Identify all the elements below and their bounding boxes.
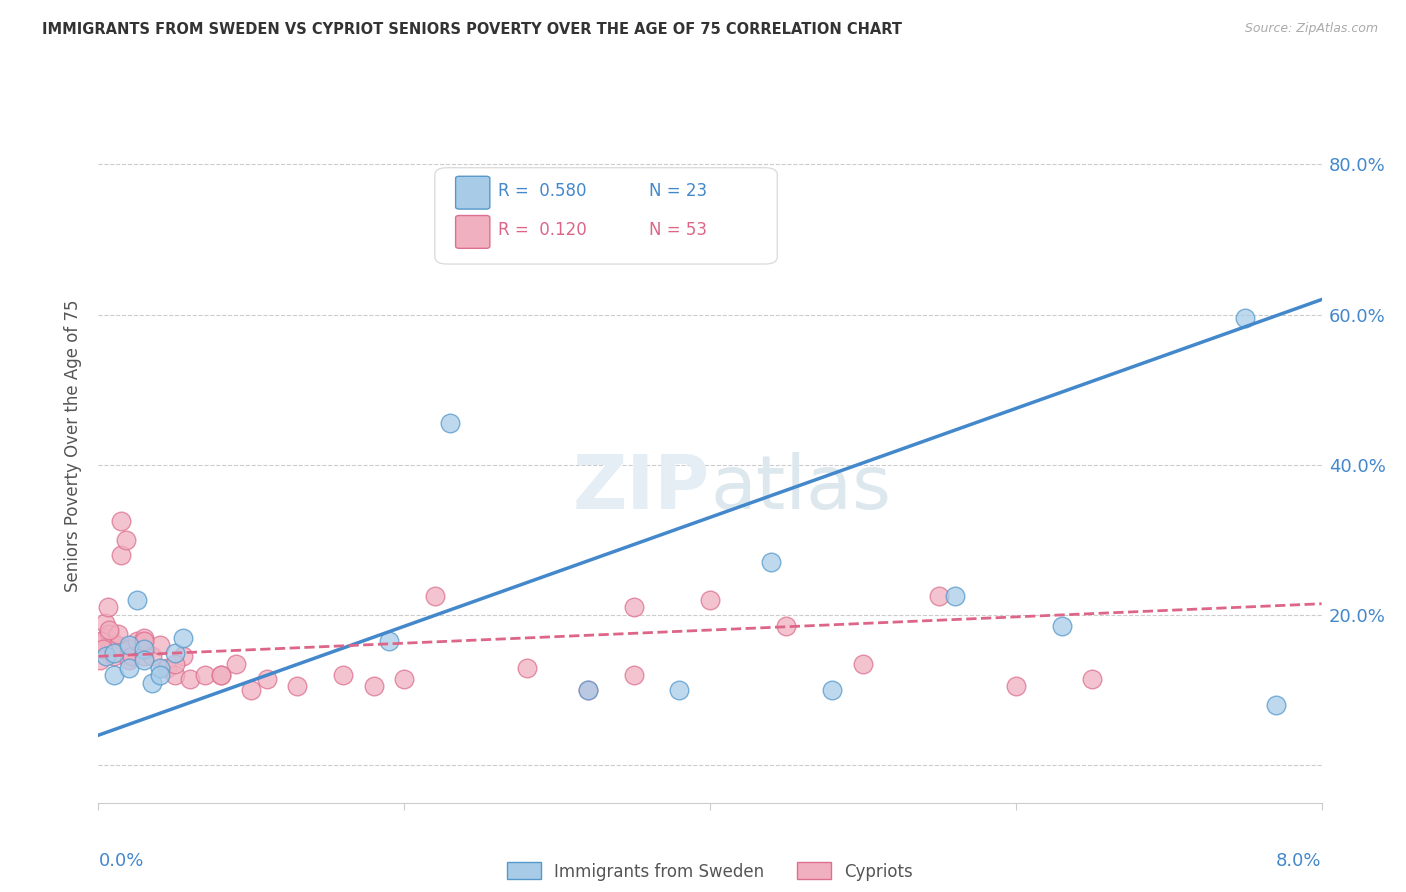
Point	[107, 627, 129, 641]
Point	[1081, 672, 1104, 686]
FancyBboxPatch shape	[434, 168, 778, 264]
Point	[392, 672, 416, 686]
Point	[285, 679, 308, 693]
Point	[163, 657, 186, 671]
Point	[134, 631, 156, 645]
Point	[623, 600, 645, 615]
Y-axis label: Seniors Poverty Over the Age of 75: Seniors Poverty Over the Age of 75	[63, 300, 82, 592]
Point	[90, 634, 112, 648]
Point	[576, 683, 599, 698]
Point	[91, 634, 114, 648]
Point	[141, 675, 163, 690]
Point	[516, 660, 538, 674]
Point	[378, 634, 401, 648]
Point	[103, 649, 125, 664]
Text: IMMIGRANTS FROM SWEDEN VS CYPRIOT SENIORS POVERTY OVER THE AGE OF 75 CORRELATION: IMMIGRANTS FROM SWEDEN VS CYPRIOT SENIOR…	[42, 22, 903, 37]
Point	[576, 683, 599, 698]
FancyBboxPatch shape	[456, 177, 489, 209]
Point	[118, 641, 141, 656]
Point	[852, 657, 875, 671]
Point	[110, 514, 132, 528]
Text: R =  0.580: R = 0.580	[498, 182, 586, 200]
Text: N = 53: N = 53	[648, 221, 707, 239]
Point	[115, 533, 138, 547]
Point	[163, 646, 186, 660]
Point	[156, 660, 179, 674]
Point	[103, 638, 125, 652]
Point	[103, 668, 125, 682]
Text: Source: ZipAtlas.com: Source: ZipAtlas.com	[1244, 22, 1378, 36]
Point	[98, 627, 121, 641]
Point	[118, 660, 141, 674]
Point	[149, 638, 172, 652]
Point	[172, 649, 194, 664]
Point	[103, 646, 125, 660]
Text: atlas: atlas	[710, 452, 891, 525]
Point	[1004, 679, 1026, 693]
Point	[821, 683, 844, 698]
Point	[141, 649, 163, 664]
Point	[134, 653, 156, 667]
Point	[163, 668, 186, 682]
Text: N = 23: N = 23	[648, 182, 707, 200]
Point	[121, 649, 143, 664]
Point	[118, 638, 141, 652]
Text: R =  0.120: R = 0.120	[498, 221, 588, 239]
Point	[97, 600, 120, 615]
Point	[209, 668, 232, 682]
Point	[134, 649, 156, 664]
Point	[172, 631, 194, 645]
Point	[125, 634, 148, 648]
Point	[93, 615, 115, 630]
Point	[256, 672, 278, 686]
Point	[1264, 698, 1286, 713]
Point	[125, 593, 148, 607]
Point	[668, 683, 690, 698]
Point	[149, 660, 172, 674]
Legend: Immigrants from Sweden, Cypriots: Immigrants from Sweden, Cypriots	[501, 855, 920, 888]
Point	[94, 631, 117, 645]
Point	[134, 641, 156, 656]
Point	[225, 657, 247, 671]
Point	[118, 653, 141, 667]
Point	[623, 668, 645, 682]
Point	[928, 589, 950, 603]
Point	[1050, 619, 1073, 633]
Point	[1234, 311, 1257, 326]
Point	[89, 653, 111, 667]
Point	[194, 668, 217, 682]
Point	[423, 589, 446, 603]
Point	[759, 556, 782, 570]
Point	[134, 634, 156, 648]
Point	[699, 593, 721, 607]
Point	[100, 638, 122, 652]
Text: 0.0%: 0.0%	[98, 852, 143, 870]
Point	[775, 619, 797, 633]
Point	[98, 623, 121, 637]
Text: ZIP: ZIP	[572, 452, 710, 525]
Point	[943, 589, 966, 603]
Point	[179, 672, 201, 686]
Text: 8.0%: 8.0%	[1277, 852, 1322, 870]
Point	[105, 638, 128, 652]
Point	[149, 668, 172, 682]
Point	[439, 417, 461, 431]
Point	[94, 649, 117, 664]
Point	[363, 679, 385, 693]
Point	[134, 634, 156, 648]
FancyBboxPatch shape	[456, 216, 489, 248]
Point	[209, 668, 232, 682]
Point	[332, 668, 354, 682]
Point	[110, 548, 132, 562]
Point	[91, 641, 114, 656]
Point	[240, 683, 263, 698]
